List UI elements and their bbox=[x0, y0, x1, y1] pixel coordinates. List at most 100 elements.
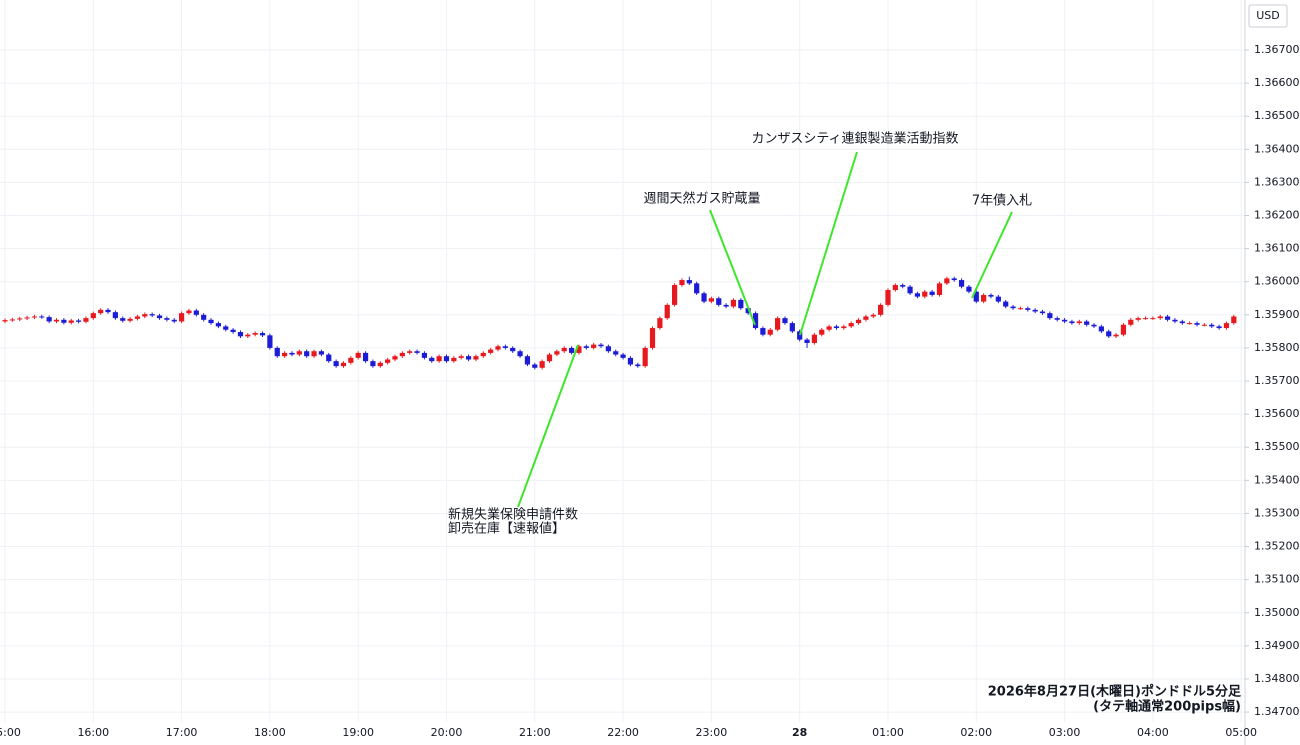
candle-body bbox=[267, 335, 273, 348]
candle-body bbox=[105, 309, 111, 313]
candle-body bbox=[142, 314, 148, 317]
candle-body bbox=[1194, 323, 1200, 325]
x-tick-label: 19:00 bbox=[342, 726, 374, 739]
candle-body bbox=[738, 299, 744, 309]
candle-body bbox=[495, 346, 501, 350]
candle-body bbox=[1113, 334, 1119, 337]
candle-body bbox=[24, 317, 30, 319]
candle-body bbox=[259, 333, 266, 336]
grid bbox=[0, 0, 1245, 722]
candle-body bbox=[922, 291, 928, 297]
candle-body bbox=[414, 351, 420, 353]
candle-body bbox=[981, 294, 987, 302]
candle-body bbox=[510, 347, 516, 352]
candle-body bbox=[1231, 316, 1237, 324]
annotation-line bbox=[517, 344, 579, 508]
candle-body bbox=[1128, 319, 1134, 325]
annotation-text: カンザスシティ連銀製造業活動指数 bbox=[751, 131, 958, 147]
candle-body bbox=[848, 323, 854, 327]
candle-body bbox=[443, 356, 450, 362]
candle-body bbox=[635, 364, 641, 367]
candle-body bbox=[914, 293, 921, 297]
candle-body bbox=[399, 352, 405, 357]
annotation-line bbox=[799, 151, 858, 336]
candle-body bbox=[951, 278, 957, 281]
candle-body bbox=[289, 352, 295, 355]
candle-body bbox=[929, 291, 935, 295]
candle-body bbox=[1091, 324, 1097, 327]
candle-body bbox=[671, 285, 678, 305]
candle-body bbox=[274, 347, 280, 357]
candle-body bbox=[112, 312, 118, 319]
candle-body bbox=[686, 280, 692, 284]
candle-body bbox=[1061, 319, 1068, 322]
candle-body bbox=[532, 364, 538, 368]
candle-body bbox=[517, 351, 523, 357]
candle-body bbox=[1106, 331, 1112, 337]
candle-body bbox=[907, 286, 913, 294]
candle-body bbox=[333, 361, 339, 367]
candle-body bbox=[1039, 311, 1046, 314]
y-tick-label: 1.34900 bbox=[1254, 639, 1300, 652]
candle-body bbox=[223, 326, 229, 330]
candle-body bbox=[68, 320, 74, 323]
candle-body bbox=[9, 319, 15, 321]
candle-body bbox=[826, 326, 832, 330]
candle-body bbox=[370, 361, 376, 367]
candle-body bbox=[1047, 313, 1053, 319]
candle-body bbox=[201, 314, 207, 320]
candle-body bbox=[804, 339, 810, 343]
candle-body bbox=[362, 352, 369, 362]
annotation-line bbox=[709, 209, 756, 326]
candle-body bbox=[1084, 321, 1090, 325]
candle-body bbox=[17, 318, 23, 320]
candle-body bbox=[311, 351, 317, 357]
candle-body bbox=[1069, 321, 1075, 324]
y-tick-label: 1.35400 bbox=[1254, 473, 1300, 486]
candle-body bbox=[797, 331, 803, 340]
candle-body bbox=[576, 346, 582, 353]
candle-body bbox=[657, 318, 663, 329]
candle-body bbox=[186, 310, 192, 314]
y-tick-label: 1.36400 bbox=[1254, 142, 1300, 155]
candle-body bbox=[465, 356, 472, 360]
candle-body bbox=[2, 320, 8, 322]
y-tick-label: 1.35700 bbox=[1254, 374, 1300, 387]
candle-body bbox=[591, 344, 597, 348]
candle-body bbox=[237, 332, 244, 337]
candle-body bbox=[215, 323, 221, 327]
candle-body bbox=[789, 323, 795, 332]
y-tick-label: 1.35100 bbox=[1254, 573, 1300, 586]
candle-body bbox=[340, 362, 347, 367]
x-tick-label: 17:00 bbox=[166, 726, 198, 739]
candle-body bbox=[407, 351, 413, 353]
candle-body bbox=[561, 347, 567, 352]
candle-body bbox=[944, 278, 950, 284]
candle-body bbox=[480, 352, 486, 357]
candle-body bbox=[1142, 318, 1149, 320]
candle-body bbox=[458, 356, 464, 358]
candle-body bbox=[61, 319, 67, 323]
candle-body bbox=[995, 296, 1001, 302]
candle-body bbox=[296, 351, 302, 355]
candle-body bbox=[164, 318, 170, 320]
candle-body bbox=[149, 314, 155, 316]
candle-body bbox=[208, 319, 214, 324]
candle-body bbox=[1120, 324, 1127, 335]
candle-body bbox=[436, 356, 442, 362]
candle-body bbox=[134, 316, 141, 319]
candle-body bbox=[421, 352, 428, 358]
y-tick-label: 1.36000 bbox=[1254, 275, 1300, 288]
candle-body bbox=[53, 319, 60, 322]
y-tick-label: 1.35000 bbox=[1254, 606, 1300, 619]
candle-body bbox=[760, 328, 766, 335]
candle-body bbox=[348, 357, 354, 363]
candle-body bbox=[539, 361, 545, 368]
candle-body bbox=[598, 344, 604, 347]
x-tick-label: 01:00 bbox=[872, 726, 904, 739]
candle-body bbox=[775, 318, 781, 330]
candle-body bbox=[120, 318, 126, 321]
annotation-text: 7年債入札 bbox=[972, 194, 1032, 209]
